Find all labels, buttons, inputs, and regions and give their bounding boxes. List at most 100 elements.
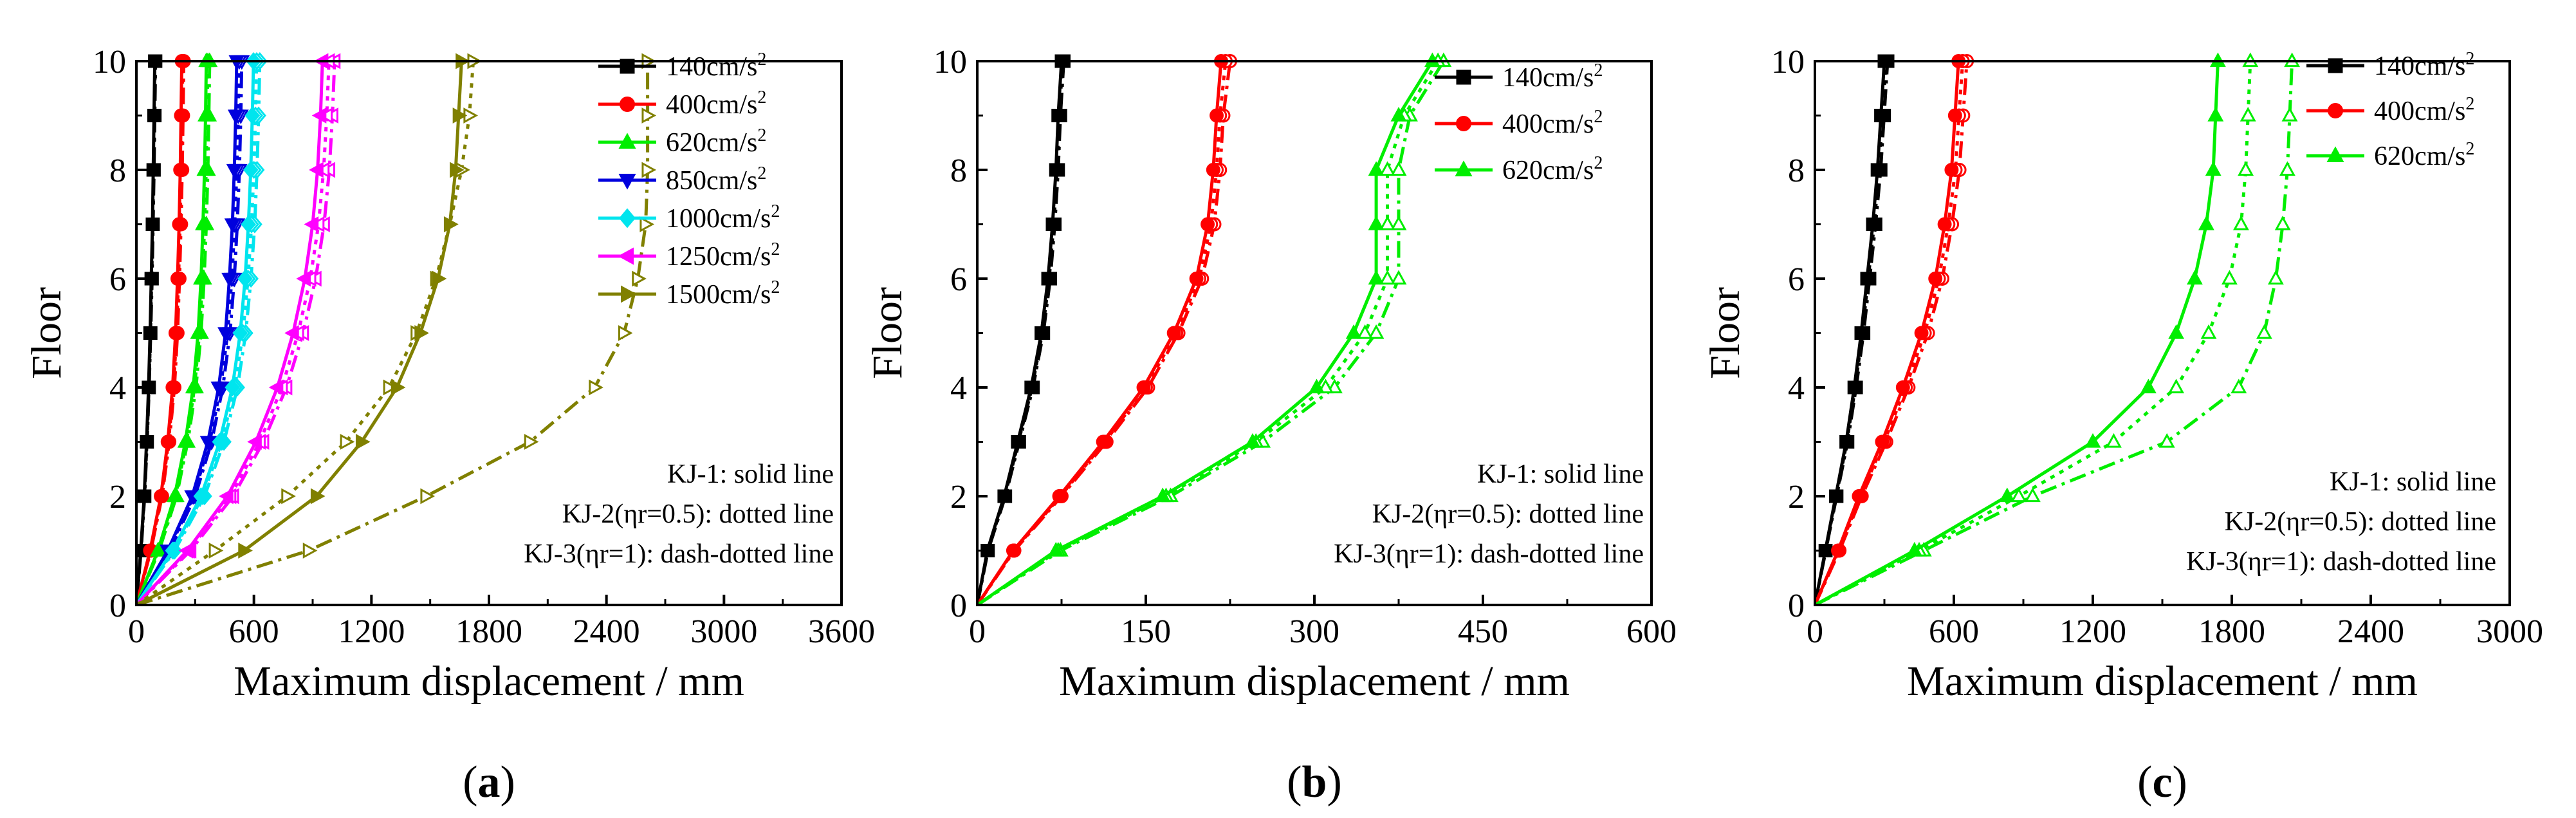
legend-marker	[619, 208, 636, 228]
x-axis-label: Maximum displacement / mm	[234, 658, 744, 705]
data-point-6-KJ-1-8	[450, 162, 465, 178]
series-line-6-KJ-2	[136, 60, 475, 605]
data-point-1-KJ-1-8	[1944, 163, 1959, 177]
line-style-note: KJ-3(ηr=1): dash-dotted line	[524, 539, 834, 569]
data-point-3-KJ-1-3	[199, 436, 216, 451]
data-point-4-KJ-1-3	[212, 432, 228, 451]
line-style-note: KJ-1: solid line	[2330, 467, 2496, 497]
data-point-1-KJ-1-9	[1947, 108, 1962, 123]
data-point-2-KJ-1-9	[1390, 107, 1407, 122]
y-tick-label: 2	[950, 479, 967, 516]
series-line-0-KJ-3	[977, 60, 1065, 605]
data-point-0-KJ-1-3	[1839, 435, 1854, 449]
line-style-note: KJ-2(ηr=0.5): dotted line	[2225, 507, 2496, 537]
line-style-note: KJ-1: solid line	[1477, 460, 1644, 489]
data-point-1-KJ-1-3	[1096, 434, 1110, 449]
data-point-1-KJ-1-6	[1189, 272, 1204, 286]
data-point-2-KJ-2-8	[1379, 161, 1395, 176]
chart-panel-a: 0 600 1200 1800 2400 3000 3600 0 2 4 6 8 10 Maximum d…	[23, 44, 875, 807]
line-style-note: KJ-2(ηr=0.5): dotted line	[562, 499, 834, 529]
data-point-0-KJ-1-2	[997, 489, 1011, 503]
data-point-0-KJ-1-6	[1041, 272, 1055, 286]
data-point-4-KJ-1-5	[232, 324, 248, 342]
data-point-2-KJ-1-4	[1309, 378, 1325, 394]
series-line-0-KJ-2	[1815, 60, 1888, 605]
data-point-2-KJ-1-6	[1368, 270, 1385, 285]
line-style-note: KJ-3(ηr=1): dash-dotted line	[1334, 539, 1644, 569]
x-tick-label: 1800	[2198, 613, 2265, 650]
data-point-2-KJ-1-7	[2198, 216, 2214, 230]
y-tick-label: 4	[950, 370, 967, 407]
data-point-2-KJ-1-3	[2084, 433, 2101, 448]
data-point-4-KJ-1-6	[237, 269, 253, 288]
data-point-6-KJ-3-5	[618, 325, 633, 341]
data-point-2-KJ-3-9	[2281, 107, 2298, 122]
series-line-1-KJ-2	[977, 60, 1228, 605]
data-point-1-KJ-1-5	[1914, 326, 1929, 340]
data-point-0-KJ-1-3	[140, 435, 154, 449]
data-point-2-KJ-2-5	[2200, 324, 2217, 339]
data-point-6-KJ-3-1	[302, 543, 318, 559]
data-point-2-KJ-2-5	[1357, 324, 1374, 339]
legend-marker	[1456, 70, 1471, 85]
data-point-1-KJ-1-1	[1831, 543, 1845, 558]
data-point-6-KJ-2-1	[208, 543, 224, 559]
data-point-1-KJ-1-6	[170, 272, 185, 286]
plot-area	[977, 52, 1452, 605]
legend-marker	[620, 97, 635, 112]
y-tick-label: 8	[950, 153, 967, 189]
data-point-2-KJ-1-2	[1999, 487, 2016, 503]
data-point-2-KJ-1-4	[2140, 378, 2157, 394]
legend-marker	[1455, 160, 1473, 176]
data-point-1-KJ-1-3	[1875, 434, 1890, 449]
data-point-1-KJ-1-9	[174, 108, 189, 123]
data-point-0-KJ-1-4	[1024, 380, 1038, 395]
plot-area	[136, 51, 657, 605]
x-tick-label: 150	[1121, 613, 1171, 650]
data-point-4-KJ-1-7	[241, 215, 257, 234]
data-point-5-KJ-1-7	[304, 216, 319, 232]
data-point-0-KJ-1-1	[980, 544, 995, 557]
x-tick-label: 3000	[690, 613, 757, 650]
data-point-2-KJ-1-3	[177, 433, 194, 448]
data-point-4-KJ-1-2	[193, 487, 209, 506]
y-tick-label: 6	[109, 261, 126, 298]
data-point-6-KJ-1-9	[452, 107, 468, 124]
data-point-6-KJ-1-6	[432, 270, 447, 287]
data-point-0-KJ-1-2	[1828, 489, 1843, 503]
legend-marker	[620, 59, 635, 74]
line-style-note: KJ-2(ηr=0.5): dotted line	[1372, 499, 1644, 529]
y-tick-label: 2	[109, 479, 126, 516]
data-point-2-KJ-2-6	[1379, 270, 1395, 285]
data-point-3-KJ-1-6	[221, 272, 238, 288]
data-point-6-KJ-3-9	[641, 107, 657, 124]
data-point-2-KJ-3-8	[2279, 161, 2295, 176]
data-point-1-KJ-1-5	[1166, 326, 1181, 340]
data-point-5-KJ-1-2	[219, 488, 234, 505]
data-point-1-KJ-1-3	[160, 434, 175, 449]
series-line-0-KJ-3	[1815, 60, 1890, 605]
data-point-2-KJ-1-8	[1368, 161, 1385, 176]
data-point-5-KJ-1-9	[311, 107, 327, 124]
data-point-2-KJ-1-9	[2207, 107, 2224, 122]
legend-marker	[621, 285, 637, 303]
data-point-2-KJ-2-3	[2105, 433, 2122, 448]
data-point-1-KJ-1-7	[172, 217, 187, 232]
data-point-2-KJ-2-7	[2232, 216, 2249, 230]
data-point-2-KJ-3-7	[1390, 216, 1407, 230]
data-point-4-KJ-1-8	[243, 160, 259, 180]
y-tick-label: 4	[109, 370, 126, 407]
legend-marker	[618, 133, 636, 149]
legend-entry: 850cm/s2	[666, 163, 766, 196]
data-point-6-KJ-3-2	[420, 488, 436, 505]
legend-entry: 400cm/s2	[2374, 94, 2474, 126]
y-axis-label: Floor	[1702, 287, 1749, 379]
data-point-2-KJ-2-4	[2168, 378, 2185, 394]
data-point-0-KJ-1-5	[1035, 326, 1049, 340]
series-line-1-KJ-3	[977, 60, 1232, 605]
data-point-1-KJ-1-8	[173, 163, 188, 177]
legend-entry: 1000cm/s2	[666, 201, 780, 234]
data-point-1-KJ-1-4	[1895, 380, 1910, 395]
data-point-0-KJ-1-9	[1051, 109, 1065, 122]
